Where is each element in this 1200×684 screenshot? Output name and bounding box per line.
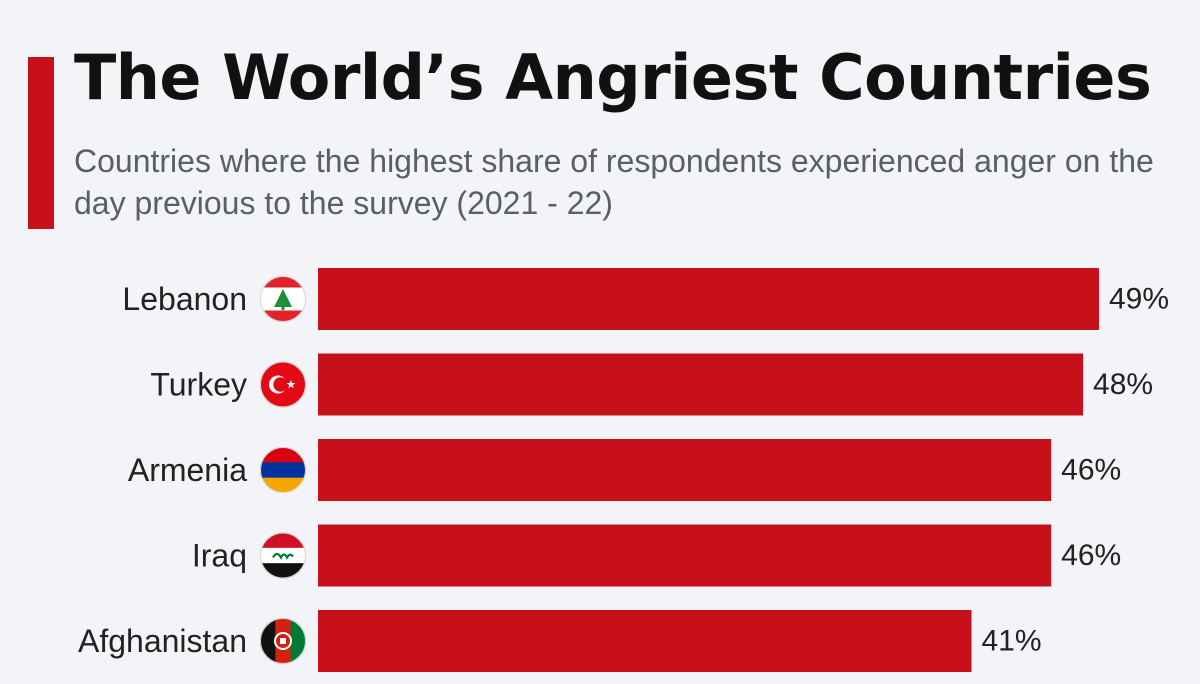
armenia-flag-icon bbox=[260, 447, 306, 493]
chart-title: The World’s Angriest Countries bbox=[74, 41, 1152, 114]
chart-subtitle: Countries where the highest share of res… bbox=[74, 143, 1154, 221]
category-label-lebanon: Lebanon bbox=[122, 281, 247, 317]
afghanistan-flag-icon bbox=[260, 618, 306, 664]
category-label-armenia: Armenia bbox=[128, 452, 247, 488]
category-label-iraq: Iraq bbox=[192, 538, 247, 574]
bar-iraq bbox=[318, 524, 1052, 587]
bar-turkey bbox=[318, 353, 1084, 416]
lebanon-flag-icon bbox=[260, 276, 306, 322]
turkey-flag-icon bbox=[260, 361, 306, 408]
value-label-armenia: 46% bbox=[1061, 454, 1121, 487]
value-label-iraq: 46% bbox=[1061, 539, 1121, 572]
bar-afghanistan bbox=[318, 610, 972, 672]
value-label-lebanon: 49% bbox=[1109, 283, 1169, 316]
iraq-flag-icon bbox=[260, 532, 306, 579]
category-label-afghanistan: Afghanistan bbox=[78, 623, 247, 659]
value-label-afghanistan: 41% bbox=[981, 625, 1041, 658]
category-label-turkey: Turkey bbox=[150, 367, 247, 403]
bar-lebanon bbox=[318, 268, 1099, 330]
value-label-turkey: 48% bbox=[1093, 368, 1153, 401]
accent-bar bbox=[28, 57, 54, 229]
bar-armenia bbox=[318, 439, 1052, 501]
